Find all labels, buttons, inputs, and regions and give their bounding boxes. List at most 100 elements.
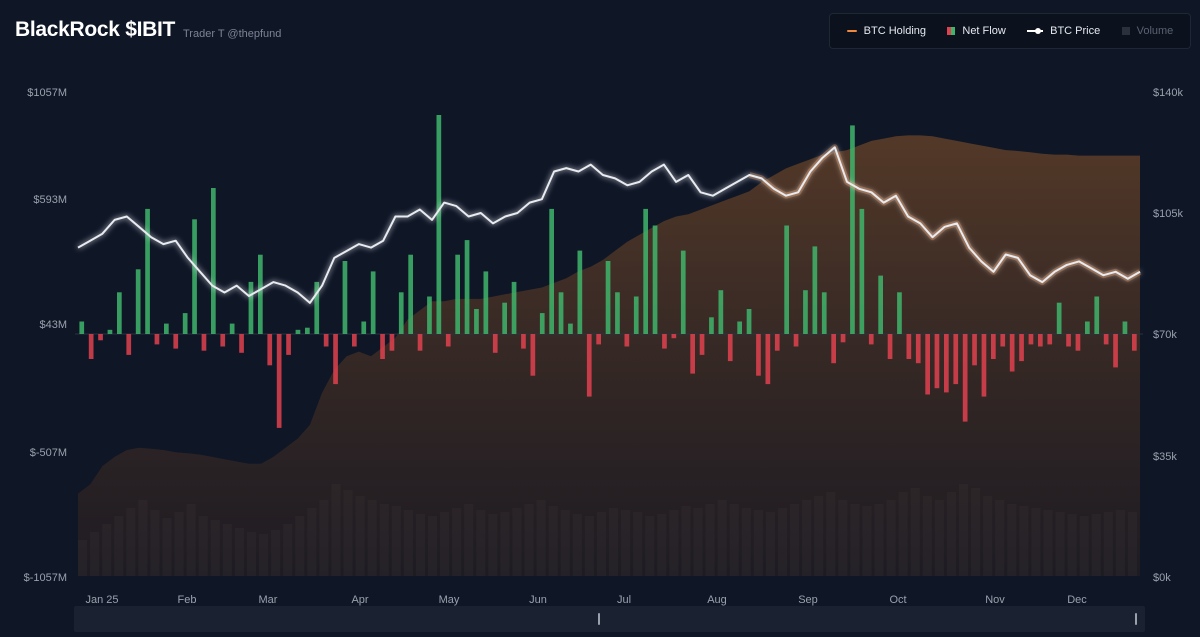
net-flow-bar-negative — [286, 334, 291, 355]
net-flow-bar-positive — [427, 296, 432, 334]
net-flow-bar-negative — [389, 334, 395, 351]
chart-title: BlackRock $IBIT — [15, 18, 176, 41]
net-flow-bar-negative — [1009, 334, 1015, 372]
net-flow-bar-positive — [568, 323, 573, 334]
net-flow-bar-positive — [633, 296, 639, 334]
net-flow-bar-positive — [577, 250, 583, 334]
net-flow-bar-negative — [944, 334, 949, 393]
x-axis-month-label: Jan 25 — [85, 594, 118, 606]
net-flow-bar-positive — [746, 309, 752, 334]
net-flow-bar-positive — [803, 290, 808, 334]
net-flow-bar-positive — [164, 323, 169, 334]
right-axis-tick-label: $140k — [1153, 87, 1183, 99]
net-flow-bar-positive — [1056, 302, 1062, 334]
left-axis-tick-label: $-1057M — [24, 572, 67, 584]
net-flow-bar-negative — [793, 334, 799, 347]
x-axis-month-label: Mar — [259, 594, 278, 606]
x-axis-month-label: Dec — [1067, 594, 1087, 606]
net-flow-bar-positive — [305, 327, 310, 334]
x-axis-month-label: Oct — [889, 594, 906, 606]
net-flow-bar-negative — [1028, 334, 1034, 345]
net-flow-bar-positive — [464, 240, 470, 334]
net-flow-bar-positive — [483, 271, 489, 334]
net-flow-bar-negative — [323, 334, 329, 347]
net-flow-bar-negative — [596, 334, 601, 345]
net-flow-series — [79, 115, 1137, 428]
net-flow-bar-positive — [878, 275, 883, 334]
net-flow-bar-negative — [915, 334, 921, 364]
left-axis-tick-label: $593M — [33, 194, 67, 206]
right-axis-tick-label: $35k — [1153, 451, 1177, 463]
net-flow-bar-negative — [671, 334, 677, 339]
x-axis-month-label: Apr — [351, 594, 368, 606]
net-flow-bar-positive — [605, 261, 611, 334]
net-flow-bar-positive — [1122, 321, 1128, 334]
range-slider[interactable] — [74, 606, 1145, 632]
net-flow-bar-positive — [361, 321, 367, 334]
x-axis-month-label: May — [439, 594, 460, 606]
x-axis-month-label: Jul — [617, 594, 631, 606]
net-flow-bar-negative — [690, 334, 695, 374]
net-flow-bar-negative — [1103, 334, 1109, 345]
slider-handle-left[interactable] — [598, 613, 600, 625]
net-flow-bar-negative — [352, 334, 357, 347]
net-flow-bar-negative — [934, 334, 940, 389]
right-axis-tick-label: $70k — [1153, 329, 1177, 341]
legend-item-btc-price[interactable]: BTC Price — [1027, 25, 1100, 37]
net-flow-bar-positive — [558, 292, 564, 334]
volume-swatch-icon — [1121, 27, 1130, 35]
x-axis-month-label: Jun — [529, 594, 547, 606]
net-flow-bar-negative — [380, 334, 385, 359]
net-flow-bar-positive — [342, 261, 348, 334]
net-flow-bar-negative — [88, 334, 94, 359]
net-flow-bar-positive — [229, 323, 235, 334]
net-flow-bar-negative — [727, 334, 733, 362]
left-axis-tick-label: $-507M — [30, 447, 67, 459]
net-flow-bar-positive — [408, 254, 413, 334]
net-flow-bar-negative — [868, 334, 874, 345]
legend-item-btc-holding[interactable]: BTC Holding — [846, 25, 926, 37]
net-flow-bar-negative — [991, 334, 996, 359]
net-flow-bar-negative — [530, 334, 536, 376]
net-flow-bar-negative — [699, 334, 705, 355]
btc-holding-area — [78, 135, 1140, 576]
net-flow-bar-positive — [1085, 321, 1090, 334]
net-flow-bar-negative — [492, 334, 498, 353]
legend-label: BTC Price — [1050, 25, 1101, 37]
net-flow-bar-negative — [1075, 334, 1081, 351]
net-flow-bar-positive — [107, 329, 113, 334]
net-flow-swatch-icon — [947, 27, 956, 35]
net-flow-bar-negative — [962, 334, 968, 422]
net-flow-bar-positive — [436, 115, 442, 334]
left-axis-tick-label: $1057M — [27, 87, 67, 99]
legend: BTC Holding Net Flow BTC Price Volume — [829, 13, 1191, 49]
net-flow-bar-negative — [201, 334, 207, 351]
net-flow-bar-negative — [267, 334, 273, 366]
net-flow-bar-positive — [615, 292, 620, 334]
x-axis: Jan 25 Feb Mar Apr May Jun Jul Aug Sep Oct Nov Dec — [85, 594, 1087, 606]
net-flow-bar-positive — [117, 292, 122, 334]
net-flow-bar-negative — [774, 334, 780, 351]
net-flow-bar-positive — [455, 254, 460, 334]
net-flow-bar-positive — [850, 125, 855, 335]
net-flow-bar-negative — [1113, 334, 1118, 368]
net-flow-bar-positive — [398, 292, 404, 334]
legend-label: Net Flow — [962, 25, 1006, 37]
net-flow-bar-positive — [502, 302, 507, 334]
net-flow-bar-positive — [295, 329, 301, 334]
slider-handle-right[interactable] — [1135, 613, 1137, 625]
x-axis-month-label: Feb — [178, 594, 197, 606]
net-flow-bar-positive — [549, 208, 554, 334]
legend-item-net-flow[interactable]: Net Flow — [947, 25, 1006, 37]
legend-item-volume[interactable]: Volume — [1121, 25, 1173, 37]
net-flow-bar-negative — [1019, 334, 1024, 362]
net-flow-bar-positive — [652, 225, 658, 334]
net-flow-bar-negative — [662, 334, 667, 349]
net-flow-bar-positive — [258, 254, 263, 334]
net-flow-bar-negative — [840, 334, 846, 343]
right-axis-tick-label: $0k — [1153, 572, 1171, 584]
net-flow-bar-positive — [135, 269, 141, 334]
net-flow-bar-negative — [445, 334, 451, 347]
right-axis: $140k $105k $70k $35k $0k — [1153, 87, 1183, 584]
